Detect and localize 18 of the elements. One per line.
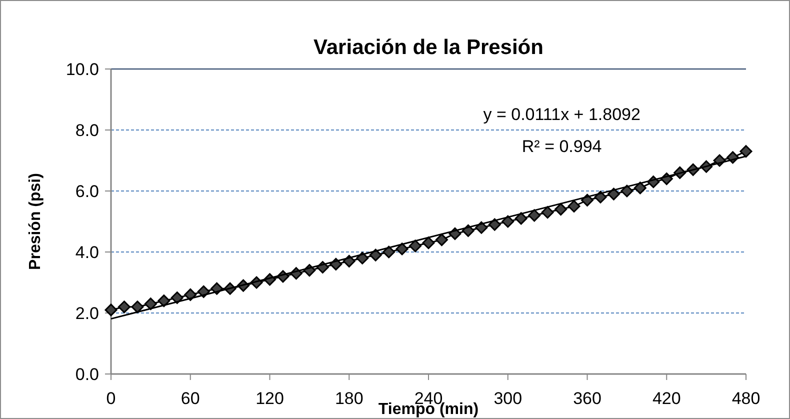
annotation: R² = 0.994	[522, 136, 602, 156]
x-tick-label: 420	[652, 389, 681, 408]
x-tick-label: 60	[180, 389, 200, 408]
x-tick-label: 180	[334, 389, 364, 408]
x-tick-label: 120	[256, 389, 284, 408]
x-tick-label: 300	[494, 389, 522, 408]
y-tick-label: 0.0	[75, 364, 99, 384]
chart-title: Variación de la Presión	[314, 36, 544, 59]
x-tick-label: 0	[106, 389, 116, 408]
x-tick-label: 480	[732, 389, 760, 408]
y-tick-label: 6.0	[75, 182, 99, 201]
y-axis-title: Presión (psi)	[27, 173, 44, 270]
y-tick-label: 4.0	[75, 242, 99, 262]
y-tick-label: 2.0	[75, 304, 99, 323]
y-tick-label: 10.0	[66, 60, 99, 79]
x-tick-label: 360	[573, 389, 602, 408]
y-tick-label: 8.0	[75, 120, 99, 140]
annotation: y = 0.0111x + 1.8092	[483, 104, 640, 124]
